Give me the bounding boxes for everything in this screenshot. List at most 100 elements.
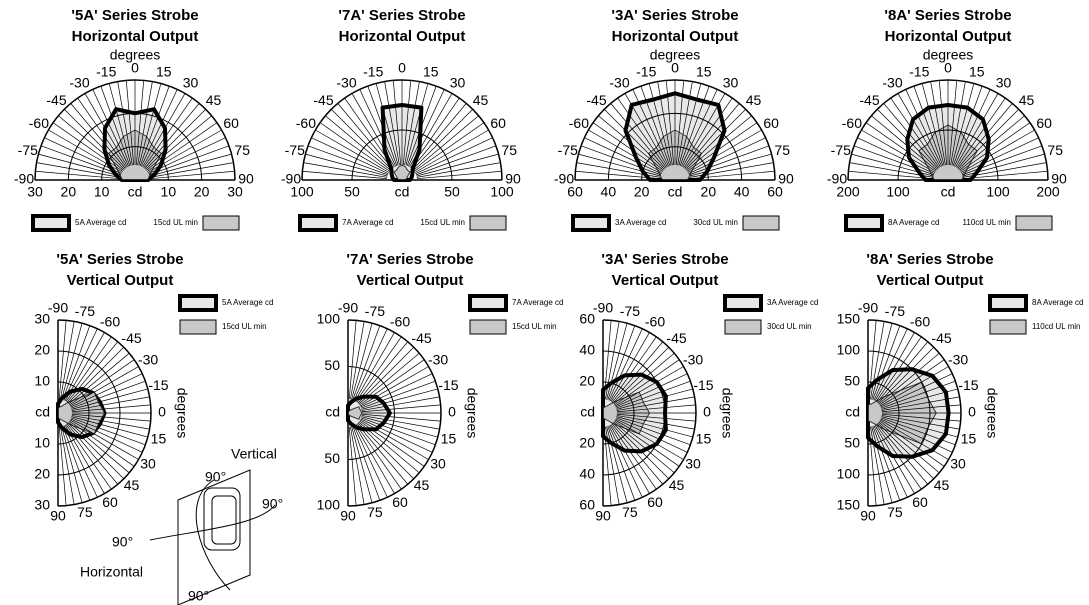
spoke [71, 413, 151, 422]
spoke [955, 93, 999, 168]
angle-label: -15 [363, 63, 383, 79]
angle-label: -30 [882, 75, 902, 91]
spoke [689, 162, 774, 178]
angle-label: -60 [569, 115, 589, 131]
spoke [351, 93, 395, 168]
r-tick-label: 60 [579, 497, 595, 513]
spoke [873, 328, 908, 401]
r-tick-label: 100 [317, 311, 341, 327]
r-tick-label: 30 [34, 311, 50, 327]
legend-swatch [723, 294, 763, 312]
spoke [870, 321, 885, 400]
spoke [149, 170, 235, 180]
chart-subtitle: Horizontal Output [612, 28, 739, 45]
spoke [871, 426, 893, 503]
angle-label: -90 [593, 300, 613, 316]
angle-label: -75 [18, 142, 38, 158]
spoke [351, 426, 373, 503]
angle-label: -15 [438, 377, 458, 393]
spoke [70, 380, 146, 409]
spoke [689, 170, 775, 180]
spoke [878, 421, 940, 474]
spoke [305, 153, 388, 177]
polar-chart: '8A' Series Strobe Horizontal Output 100 10… [827, 7, 1067, 232]
r-tick-label: 30 [227, 184, 243, 200]
spoke [607, 425, 636, 501]
spoke [348, 426, 357, 506]
angle-label: 0 [703, 404, 711, 420]
spoke [640, 85, 671, 167]
r-tick-label: 50 [444, 184, 460, 200]
spoke [921, 83, 945, 166]
angle-label: 90 [1051, 171, 1067, 187]
spoke [125, 80, 135, 166]
spoke [352, 425, 381, 501]
angle-label: 45 [1019, 92, 1035, 108]
spoke [71, 404, 151, 413]
angle-label: 0 [131, 60, 139, 76]
spoke [405, 83, 429, 166]
spoke [71, 416, 148, 438]
spoke [61, 323, 83, 400]
r-axis-label: cd [941, 184, 956, 200]
legend-swatch [202, 215, 240, 231]
legend-label: 110cd UL min [963, 218, 1011, 227]
spoke [950, 81, 966, 166]
angle-label: 45 [746, 92, 762, 108]
angle-label: -45 [666, 330, 686, 346]
spoke [353, 425, 388, 498]
spoke [147, 129, 222, 173]
spoke [952, 85, 983, 167]
spoke [350, 426, 365, 505]
spoke [683, 97, 733, 168]
spoke [689, 153, 772, 177]
spoke [682, 93, 726, 168]
diagram-label: 90° [262, 496, 283, 512]
legend-label: 7A Average cd [342, 218, 393, 227]
angle-label: -30 [138, 352, 158, 368]
spoke [148, 137, 226, 174]
spoke [68, 421, 130, 474]
angle-label: -60 [100, 314, 120, 330]
angle-label: 15 [423, 63, 439, 79]
spoke [392, 80, 402, 166]
spoke [70, 373, 143, 408]
legend-swatch [469, 215, 507, 231]
spoke [67, 346, 125, 404]
spoke [868, 320, 877, 400]
spoke [938, 80, 948, 166]
r-tick-label: 60 [567, 184, 583, 200]
spoke [603, 426, 612, 506]
angle-label: 60 [392, 494, 408, 510]
angle-label: 15 [969, 63, 985, 79]
spoke [100, 85, 131, 167]
spoke [951, 83, 975, 166]
spoke [63, 425, 98, 498]
angle-label: -30 [609, 75, 629, 91]
spoke [875, 336, 922, 402]
legend-swatch [31, 214, 71, 232]
angle-label: -90 [14, 171, 34, 187]
angle-label: -15 [636, 63, 656, 79]
spoke [416, 153, 499, 177]
spoke [71, 396, 150, 411]
legend-swatch [178, 294, 218, 312]
grid-circle [67, 112, 203, 181]
legend-label: 15cd UL min [512, 322, 557, 331]
spoke [77, 97, 127, 168]
spoke [948, 80, 958, 166]
spoke [960, 129, 1035, 173]
grid-circle [602, 319, 697, 507]
spoke [871, 115, 937, 171]
angle-label: 45 [414, 477, 430, 493]
spoke [614, 420, 680, 467]
spoke [598, 115, 664, 171]
spoke [415, 145, 497, 176]
angle-label: -60 [390, 314, 410, 330]
spoke [355, 424, 402, 490]
angle-label: 60 [647, 494, 663, 510]
angle-label: 75 [77, 504, 93, 520]
r-tick-label: 20 [61, 184, 77, 200]
spoke [350, 321, 365, 400]
angle-label: 60 [1036, 115, 1052, 131]
